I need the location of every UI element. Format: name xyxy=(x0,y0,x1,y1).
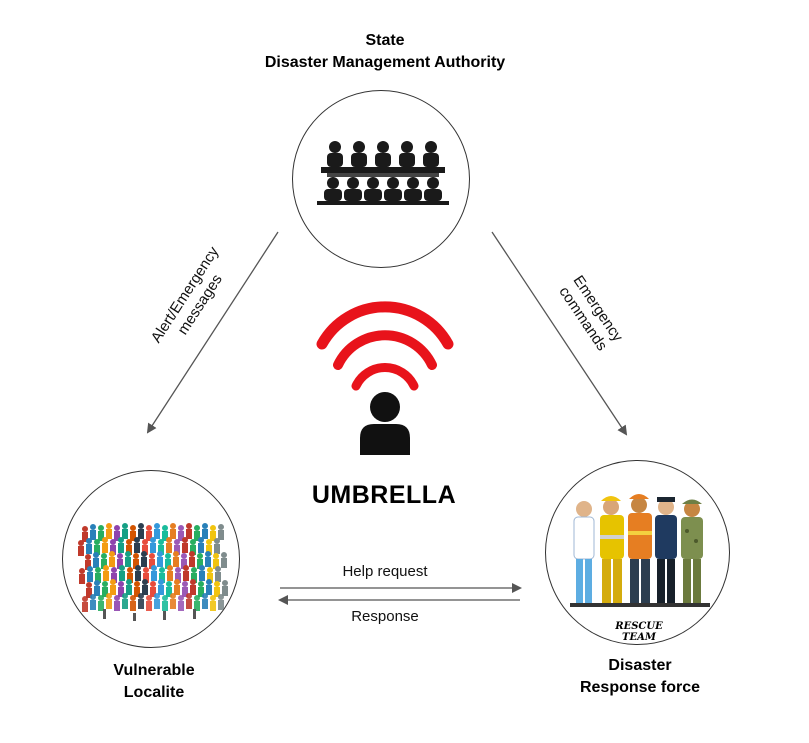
vulnerable-label-line2: Localite xyxy=(123,684,185,701)
disaster-response-label: Disaster Response force xyxy=(550,655,730,699)
crowd-icon xyxy=(78,523,228,621)
state-label-line1: State xyxy=(365,32,405,49)
responders-label-line1: Disaster xyxy=(608,657,672,674)
help-request-label: Help request xyxy=(342,563,428,580)
disaster-response-node: RESCUE TEAM xyxy=(545,460,730,645)
rescue-team-icon xyxy=(570,494,710,607)
vulnerable-localite-node xyxy=(62,470,240,648)
state-label-line2: Disaster Management Authority xyxy=(264,54,506,71)
commands-arrow xyxy=(491,231,628,436)
state-authority-node xyxy=(292,90,470,268)
vulnerable-localite-label: Vulnerable Localite xyxy=(80,660,228,704)
alert-arrow xyxy=(146,231,279,434)
umbrella-title: UMBRELLA xyxy=(311,481,457,509)
vulnerable-label-line1: Vulnerable xyxy=(113,662,195,679)
response-label: Response xyxy=(351,608,419,625)
responders-label-line2: Response force xyxy=(579,679,701,696)
state-authority-label: State Disaster Management Authority xyxy=(190,30,580,74)
rescue-team-badge: RESCUE TEAM xyxy=(615,621,663,643)
meeting-table-icon xyxy=(317,141,449,205)
